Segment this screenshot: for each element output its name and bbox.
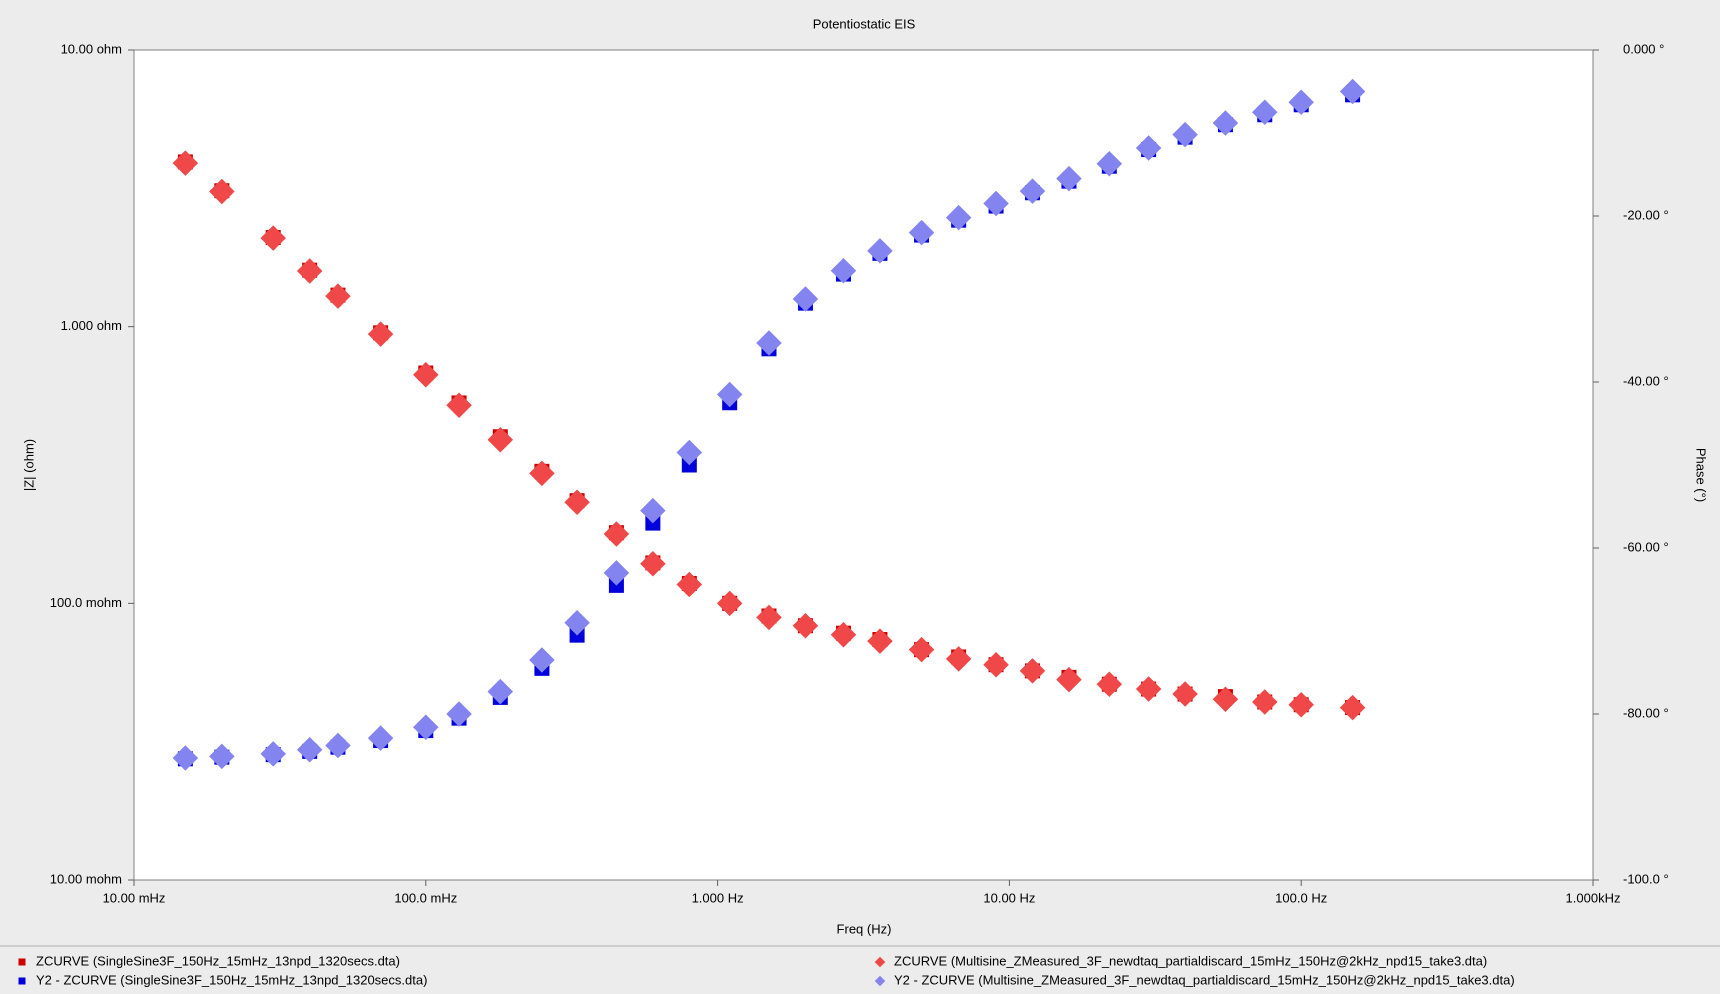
data-point xyxy=(487,678,514,705)
legend-marker xyxy=(18,958,26,966)
data-point xyxy=(792,612,819,639)
data-point xyxy=(529,647,555,673)
data-point xyxy=(867,628,893,654)
chart-title: Potentiostatic EIS xyxy=(813,16,916,31)
data-point xyxy=(172,745,199,771)
y2-tick-label: -100.0 ° xyxy=(1623,871,1669,886)
y2-tick-label: -40.00 ° xyxy=(1623,373,1669,388)
x-tick-label: 100.0 mHz xyxy=(394,890,457,905)
data-point xyxy=(676,571,703,598)
data-point xyxy=(1288,691,1314,718)
data-point xyxy=(413,714,439,741)
data-point xyxy=(296,258,323,284)
x-tick-label: 100.0 Hz xyxy=(1275,890,1327,905)
data-point xyxy=(1172,121,1198,148)
data-point xyxy=(1019,658,1046,684)
data-point xyxy=(564,489,590,515)
data-point xyxy=(1251,689,1278,715)
data-point xyxy=(1172,681,1198,707)
data-point xyxy=(1096,671,1123,697)
data-point xyxy=(260,741,286,767)
legend-label: Y2 - ZCURVE (SingleSine3F_150Hz_15mHz_13… xyxy=(36,972,427,987)
data-point xyxy=(716,381,743,408)
data-point xyxy=(529,460,555,487)
plot-area xyxy=(133,49,1594,881)
y2-tick-label: 0.000 ° xyxy=(1623,41,1664,56)
data-point xyxy=(603,560,630,586)
y-tick-label: 10.00 mohm xyxy=(50,871,122,886)
legend-label: ZCURVE (Multisine_ZMeasured_3F_newdtaq_p… xyxy=(894,953,1487,968)
legend-marker xyxy=(874,975,886,987)
data-point xyxy=(367,321,394,347)
y-axis-label: |Z| (ohm) xyxy=(21,439,36,491)
legend-marker xyxy=(18,977,26,985)
data-point xyxy=(603,521,630,547)
data-point xyxy=(209,178,235,205)
legend-label: Y2 - ZCURVE (Multisine_ZMeasured_3F_newd… xyxy=(894,972,1515,987)
data-point xyxy=(908,219,935,246)
data-point xyxy=(1135,676,1162,702)
data-point xyxy=(1135,135,1162,161)
data-point xyxy=(1019,178,1046,204)
data-point xyxy=(1212,110,1239,136)
data-point xyxy=(716,590,743,617)
data-point xyxy=(446,392,472,418)
data-point xyxy=(1096,150,1123,177)
data-point xyxy=(983,651,1009,678)
x-tick-label: 10.00 mHz xyxy=(103,890,166,905)
data-point xyxy=(908,636,935,663)
data-point xyxy=(1212,686,1239,713)
data-point xyxy=(676,439,703,466)
data-point xyxy=(640,497,666,524)
data-point xyxy=(867,238,893,264)
data-point xyxy=(296,736,323,763)
data-point xyxy=(640,551,666,577)
data-point xyxy=(830,258,857,284)
data-point xyxy=(1056,165,1082,192)
data-point xyxy=(413,362,439,388)
data-point xyxy=(325,732,351,759)
data-point xyxy=(367,725,394,751)
y2-tick-label: -20.00 ° xyxy=(1623,207,1669,222)
x-tick-label: 1.000 Hz xyxy=(692,890,744,905)
legend-label: ZCURVE (SingleSine3F_150Hz_15mHz_13npd_1… xyxy=(36,953,400,968)
y-tick-label: 100.0 mohm xyxy=(50,595,122,610)
data-point xyxy=(1288,89,1314,116)
y2-tick-label: -60.00 ° xyxy=(1623,539,1669,554)
data-point xyxy=(446,701,472,727)
data-point xyxy=(487,427,514,453)
data-point xyxy=(983,190,1009,217)
y2-tick-label: -80.00 ° xyxy=(1623,705,1669,720)
data-point xyxy=(756,330,782,356)
x-axis-label: Freq (Hz) xyxy=(837,921,892,936)
data-point xyxy=(945,204,972,231)
data-point xyxy=(1339,78,1366,105)
data-point xyxy=(1056,666,1082,693)
data-point xyxy=(564,609,590,636)
data-point xyxy=(260,225,286,251)
data-point xyxy=(756,604,782,631)
data-point xyxy=(830,621,857,648)
data-point xyxy=(945,646,972,672)
y-tick-label: 1.000 ohm xyxy=(61,318,122,333)
data-point xyxy=(325,283,351,309)
data-point xyxy=(172,150,199,176)
data-point xyxy=(792,286,819,312)
legend-marker xyxy=(874,956,886,968)
y2-axis-label: Phase (°) xyxy=(1694,448,1709,502)
data-point xyxy=(1251,99,1278,125)
y-tick-label: 10.00 ohm xyxy=(61,41,122,56)
data-point xyxy=(1339,694,1366,721)
x-tick-label: 10.00 Hz xyxy=(983,890,1035,905)
data-point xyxy=(209,743,235,770)
x-tick-label: 1.000kHz xyxy=(1566,890,1621,905)
